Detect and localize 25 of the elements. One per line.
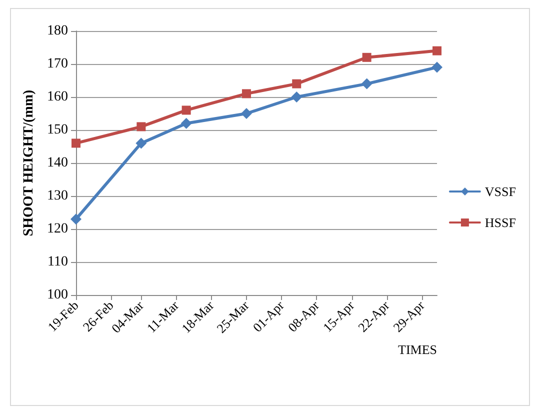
- y-tick-label: 130: [47, 188, 68, 204]
- legend-label: HSSF: [484, 215, 516, 230]
- x-axis-title: TIMES: [398, 342, 437, 357]
- point: [182, 106, 191, 115]
- y-tick-label: 180: [47, 24, 68, 38]
- point: [361, 78, 372, 90]
- y-tick-label: 100: [47, 288, 68, 302]
- y-tick-label: 140: [47, 156, 68, 170]
- point: [180, 118, 192, 129]
- y-tick-label: 150: [47, 122, 68, 138]
- point: [291, 92, 302, 102]
- y-axis-title: SHOOT HEIGHT/(mm): [22, 89, 36, 236]
- point: [240, 108, 252, 119]
- point: [432, 46, 442, 56]
- y-tick-label: 120: [47, 222, 68, 236]
- point: [136, 138, 147, 149]
- point: [242, 89, 251, 98]
- legend-label: VSSF: [484, 184, 516, 199]
- point: [362, 52, 372, 62]
- point: [136, 122, 146, 132]
- point: [292, 79, 302, 88]
- point: [432, 62, 442, 73]
- y-tick-label: 160: [47, 90, 68, 104]
- y-tick-label: 110: [48, 254, 68, 270]
- y-tick-label: 170: [47, 56, 68, 72]
